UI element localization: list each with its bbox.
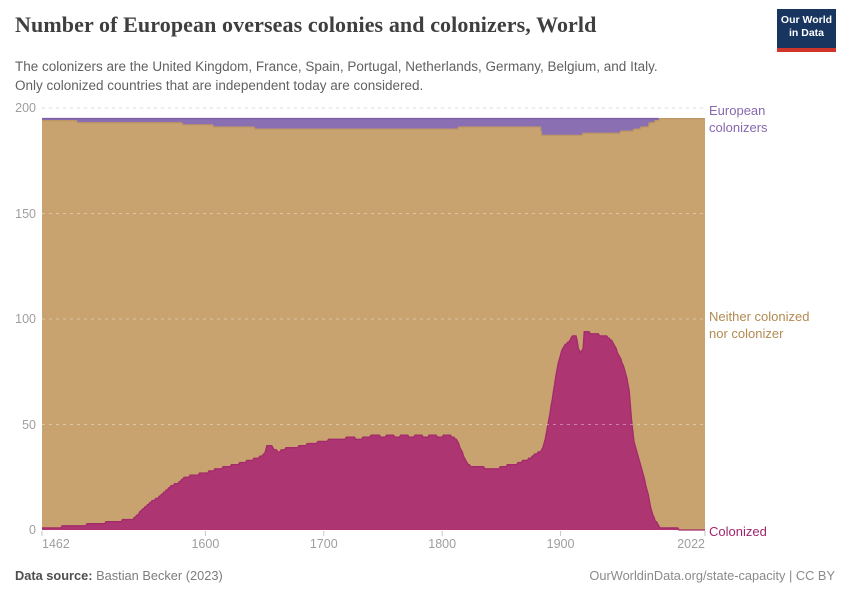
y-tick-label-150: 150 bbox=[15, 206, 36, 221]
area-colonizers bbox=[42, 118, 705, 136]
owid-logo[interactable]: Our World in Data bbox=[777, 9, 836, 52]
data-source-label: Data source: bbox=[15, 568, 93, 583]
series-label-colonized: Colonized bbox=[709, 524, 767, 539]
area-colonized bbox=[42, 331, 705, 530]
y-tick-label-50: 50 bbox=[22, 417, 36, 432]
line-neither bbox=[42, 117, 705, 137]
y-tick-label-200: 200 bbox=[15, 101, 36, 115]
chart-subtitle-line1: The colonizers are the United Kingdom, F… bbox=[15, 59, 658, 74]
chart-title: Number of European overseas colonies and… bbox=[15, 12, 597, 37]
x-tick-label-2022: 2022 bbox=[677, 537, 705, 551]
credit-link[interactable]: OurWorldinData.org/state-capacity | CC B… bbox=[589, 568, 835, 583]
chart-subtitle-line2: Only colonized countries that are indepe… bbox=[15, 78, 424, 93]
y-tick-label-100: 100 bbox=[15, 312, 36, 326]
area-neither bbox=[42, 118, 705, 530]
x-tick-label-1900: 1900 bbox=[546, 537, 575, 551]
data-source-value: Bastian Becker (2023) bbox=[92, 568, 223, 583]
x-tick-label-1700: 1700 bbox=[309, 537, 338, 551]
y-tick-label-0: 0 bbox=[29, 523, 36, 537]
series-label-neither: Neither colonized nor colonizer bbox=[709, 309, 810, 341]
owid-logo-line2: in Data bbox=[788, 26, 824, 39]
x-tick-label-1800: 1800 bbox=[428, 537, 457, 551]
x-tick-label-1600: 1600 bbox=[191, 537, 220, 551]
series-label-european-colonizers: European colonizers bbox=[709, 103, 768, 135]
chart-subtitle: The colonizers are the United Kingdom, F… bbox=[15, 57, 658, 95]
data-source-note: Data source: Bastian Becker (2023) bbox=[15, 568, 223, 583]
x-tick-label-1462: 1462 bbox=[42, 537, 70, 551]
line-colonized bbox=[42, 331, 705, 531]
owid-logo-line1: Our World bbox=[780, 14, 833, 26]
